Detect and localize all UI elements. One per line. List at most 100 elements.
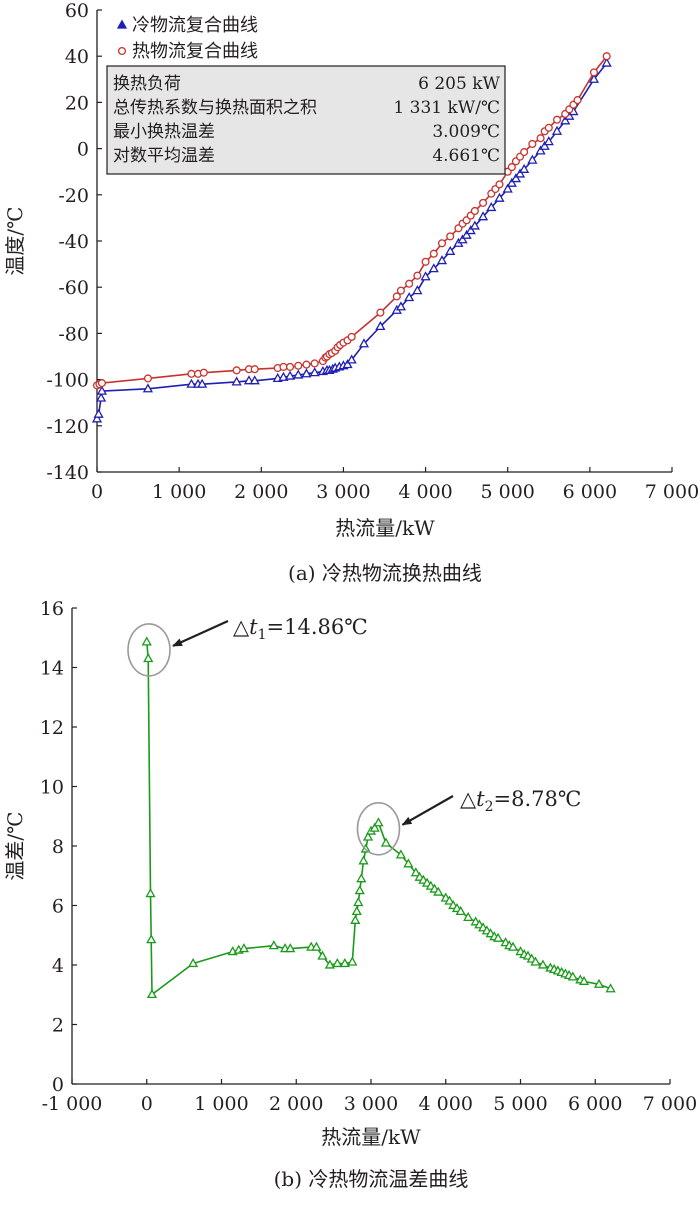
chart-a-series — [91, 52, 612, 423]
chart-b-y-tick-label: 10 — [40, 777, 64, 799]
chart-b-x-tick-label: 6 000 — [568, 1093, 622, 1115]
chart-a-series-0-point — [301, 368, 312, 378]
chart-b-x-tick-label: -1 000 — [42, 1093, 103, 1115]
chart-b-series-0-point — [356, 873, 367, 883]
chart-a-series-0-point — [197, 378, 208, 388]
chart-a-series-0-point — [514, 168, 526, 178]
chart-a-series-1-point — [396, 286, 405, 295]
chart-a-x-tick-label: 0 — [91, 481, 103, 503]
annotation-1-arrow — [172, 619, 229, 647]
chart-a-series-0-point — [404, 292, 415, 302]
chart-a-series-0-point — [588, 73, 600, 83]
chart-a: 0 1 000 2 000 3 000 4 000 5 000 6 000 7 000 -14… — [3, 0, 699, 585]
chart-a-series-1-point — [232, 366, 241, 375]
chart-a-y-axis-title: 温度/℃ — [3, 206, 27, 275]
chart-a-series-1-point — [528, 139, 537, 149]
chart-a-series-0-point — [461, 229, 472, 239]
chart-a-series-1-point — [279, 362, 288, 371]
chart-b-y-tick-label: 2 — [52, 1015, 64, 1037]
chart-b-x-tick-label: 1 000 — [194, 1093, 248, 1115]
chart-a-series-0-point — [93, 408, 104, 418]
chart-a-y-tick-label: 60 — [65, 0, 89, 22]
info-value-ua: 1 331 kW/℃ — [393, 98, 500, 118]
chart-a-y-tick-label: 20 — [65, 92, 89, 114]
chart-b-series-0-point — [145, 888, 156, 898]
chart-b-series-0-point — [373, 817, 384, 827]
chart-a-series-0-point — [284, 370, 296, 380]
chart-b-x-tick-label: 2 000 — [269, 1093, 323, 1115]
info-label-heat-load: 换热负荷 — [113, 74, 181, 94]
chart-a-series-1-point — [187, 369, 196, 378]
annotation-1-label: △t1=14.86℃ — [233, 615, 368, 643]
chart-a-x-tick-label: 3 000 — [316, 481, 370, 503]
chart-b-series-0-point — [395, 849, 406, 859]
annotation-2-highlight — [356, 801, 401, 856]
legend-label-cold: 冷物流复合曲线 — [132, 15, 258, 36]
chart-b-series-0-point — [605, 983, 616, 993]
chart-b-caption: (b) 冷热物流温差曲线 — [274, 1167, 469, 1191]
chart-b-series-0-point — [238, 943, 250, 953]
chart-b-series-0-point — [369, 822, 380, 832]
chart-a-series-0-point — [551, 125, 563, 135]
chart-a-series-0-point — [560, 115, 571, 125]
chart-b-series-0-point — [537, 959, 549, 969]
chart-b-x-tick-label: 5 000 — [493, 1093, 547, 1115]
chart-b-series-0-point — [567, 971, 578, 981]
chart-a-series-0-point — [96, 385, 108, 395]
chart-b-y-axis-title: 温差/℃ — [3, 811, 27, 880]
chart-a-caption: (a) 冷热物流换热曲线 — [288, 561, 482, 585]
info-value-lmtd: 4.661℃ — [432, 146, 500, 166]
annotation-2-label: △t2=8.78℃ — [460, 787, 581, 815]
chart-b-y-tick-label: 12 — [40, 717, 64, 739]
chart-a-series-1-point — [589, 68, 599, 77]
chart-b-series-0-point — [353, 896, 364, 907]
chart-a-series-0-point — [186, 378, 197, 388]
chart-a-series-0-point — [293, 369, 304, 379]
chart-b-series-0-point — [403, 858, 414, 868]
chart-a-series-0-point — [543, 136, 554, 146]
chart-b-series — [141, 636, 616, 999]
chart-a-series-1-point — [421, 257, 430, 266]
annotation-1-sub: 1 — [258, 627, 267, 643]
chart-a-series-0-point — [494, 192, 505, 202]
info-value-heat-load: 6 205 kW — [418, 74, 500, 94]
chart-b: -1 000 0 1 000 2 000 3 000 4 000 5 000 6 000 7 0… — [3, 598, 697, 1191]
chart-a-series-1-point — [470, 206, 479, 216]
chart-b-series-0-point — [358, 855, 369, 865]
chart-b-series-0-point — [311, 941, 322, 951]
chart-a-series-1-point — [302, 360, 311, 369]
chart-a-y-ticks: -140 -120 -100 -80 -60 -40 -20 0 20 40 60 — [46, 0, 102, 484]
chart-a-series-0-point — [527, 154, 538, 164]
chart-a-series-0-point — [346, 354, 357, 364]
chart-a-series-1-point — [573, 96, 582, 105]
chart-a-series-0-point — [412, 285, 423, 295]
chart-a-series-1-point — [437, 239, 447, 248]
chart-a-y-tick-label: -60 — [58, 277, 89, 299]
chart-a-y-tick-label: -120 — [46, 416, 89, 438]
chart-a-series-0-point — [477, 211, 489, 221]
chart-a-x-tick-label: 5 000 — [481, 481, 535, 503]
chart-b-series-0-point — [347, 956, 358, 966]
annotation-2-arrow — [401, 795, 454, 826]
chart-a-series-0-point — [342, 359, 353, 369]
chart-a-series-0-point — [506, 177, 517, 187]
legend-marker-hot — [117, 46, 127, 56]
chart-a-y-tick-label: -140 — [46, 462, 89, 484]
info-label-lmtd: 对数平均温差 — [113, 146, 215, 166]
chart-a-legend: 冷物流复合曲线 热物流复合曲线 — [116, 15, 258, 62]
chart-a-series-0-point — [457, 234, 468, 244]
chart-b-series-0-point — [332, 957, 343, 968]
chart-a-x-tick-label: 6 000 — [563, 481, 617, 503]
chart-b-annotation-1: △t1=14.86℃ — [127, 615, 368, 677]
chart-a-series-0-point — [469, 220, 480, 230]
chart-b-x-tick-label: 4 000 — [419, 1093, 473, 1115]
chart-a-series-0-point — [486, 201, 497, 212]
chart-a-y-tick-label: -100 — [46, 370, 89, 392]
chart-a-series-0-point — [91, 413, 103, 423]
chart-a-x-tick-label: 7 000 — [645, 481, 699, 503]
chart-a-series-1-point — [552, 115, 562, 124]
chart-b-x-tick-label: 0 — [141, 1093, 153, 1115]
chart-a-series-1-point — [495, 180, 504, 189]
chart-b-series-0-point — [463, 911, 474, 921]
